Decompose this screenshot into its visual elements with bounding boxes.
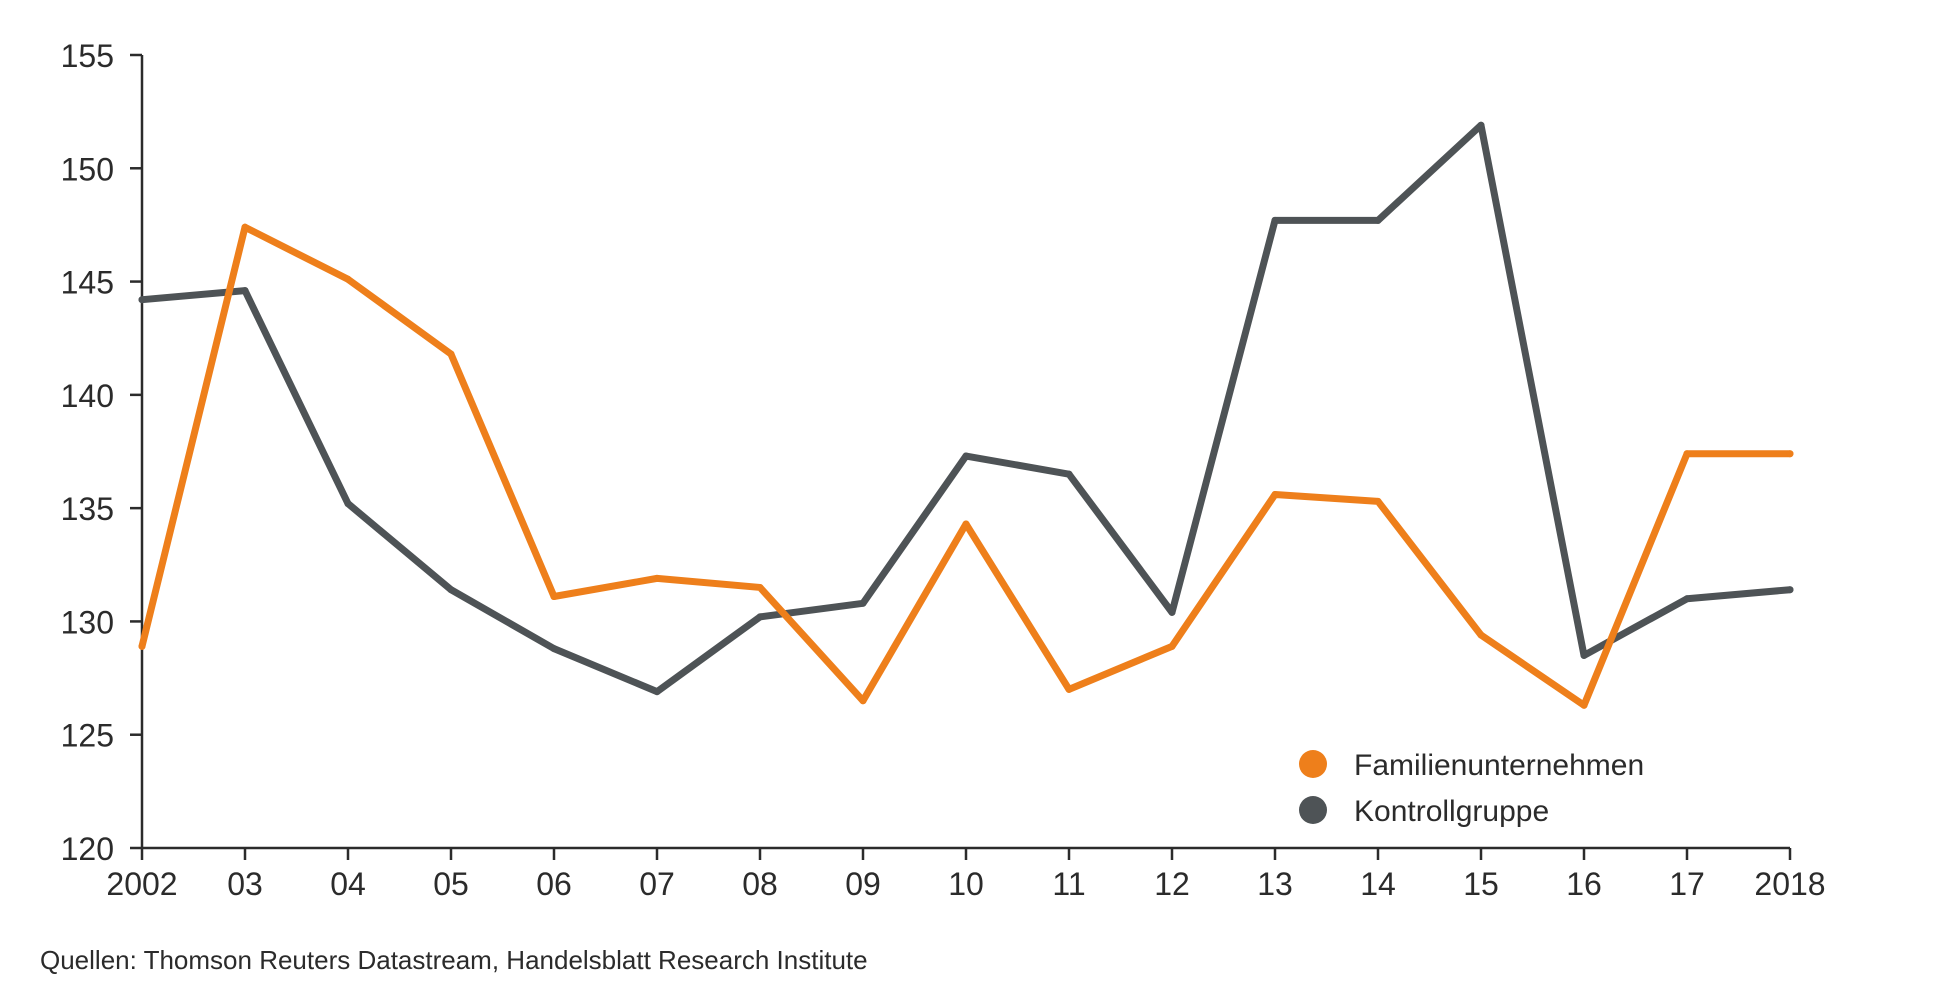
- y-tick-label: 125: [61, 718, 114, 754]
- x-tick-label: 15: [1463, 866, 1499, 902]
- x-tick-label: 04: [330, 866, 366, 902]
- x-tick-label: 17: [1669, 866, 1705, 902]
- data-point-familienunternehmen: [1168, 642, 1176, 650]
- data-point-kontrollgruppe: [1786, 586, 1794, 594]
- data-point-familienunternehmen: [1683, 450, 1691, 458]
- y-tick-label: 145: [61, 265, 114, 301]
- x-tick-label: 11: [1052, 866, 1085, 902]
- x-tick-label: 05: [433, 866, 469, 902]
- x-tick-label: 2018: [1754, 866, 1825, 902]
- data-point-kontrollgruppe: [756, 613, 764, 621]
- legend-label-kontrollgruppe: Kontrollgruppe: [1354, 795, 1549, 828]
- data-point-kontrollgruppe: [447, 586, 455, 594]
- series-line-kontrollgruppe: [138, 121, 1794, 696]
- source-note: Quellen: Thomson Reuters Datastream, Han…: [40, 945, 868, 975]
- axes: 120 125 130 135 140 145 150 155 2002 03 04 05 06 07 08…: [61, 38, 1826, 902]
- x-tick-label: 07: [639, 866, 675, 902]
- series-line-familienunternehmen: [138, 223, 1794, 709]
- y-tick-label: 135: [61, 491, 114, 527]
- data-point-kontrollgruppe: [138, 296, 146, 304]
- data-point-familienunternehmen: [1477, 631, 1485, 639]
- y-tick-label: 150: [61, 151, 114, 187]
- series-lines: [138, 121, 1794, 709]
- legend-label-familienunternehmen: Familienunternehmen: [1354, 749, 1644, 782]
- data-point-kontrollgruppe: [1374, 216, 1382, 224]
- y-tick-label: 140: [61, 378, 114, 414]
- data-point-familienunternehmen: [138, 642, 146, 650]
- x-tick-label: 09: [845, 866, 881, 902]
- x-tick-label: 03: [227, 866, 263, 902]
- data-point-familienunternehmen: [1271, 491, 1279, 499]
- data-point-familienunternehmen: [241, 223, 249, 231]
- x-tick-label: 14: [1360, 866, 1396, 902]
- y-tick-label: 130: [61, 604, 114, 640]
- legend-marker-kontrollgruppe: [1299, 796, 1327, 824]
- data-point-kontrollgruppe: [241, 287, 249, 295]
- data-point-kontrollgruppe: [859, 599, 867, 607]
- data-point-familienunternehmen: [859, 697, 867, 705]
- data-point-familienunternehmen: [550, 593, 558, 601]
- x-tick-label: 2002: [106, 866, 177, 902]
- data-point-kontrollgruppe: [1477, 121, 1485, 129]
- x-tick-label: 13: [1257, 866, 1293, 902]
- data-point-familienunternehmen: [1580, 701, 1588, 709]
- data-point-familienunternehmen: [344, 275, 352, 283]
- x-tick-label: 08: [742, 866, 778, 902]
- x-tick-label: 10: [948, 866, 984, 902]
- legend: Familienunternehmen Kontrollgruppe: [1299, 749, 1644, 828]
- data-point-familienunternehmen: [447, 350, 455, 358]
- y-tick-label: 120: [61, 831, 114, 867]
- data-point-kontrollgruppe: [1271, 216, 1279, 224]
- data-point-familienunternehmen: [756, 583, 764, 591]
- data-point-kontrollgruppe: [1168, 608, 1176, 616]
- data-point-kontrollgruppe: [962, 452, 970, 460]
- x-tick-label: 16: [1566, 866, 1602, 902]
- data-point-familienunternehmen: [1065, 685, 1073, 693]
- data-point-familienunternehmen: [1374, 497, 1382, 505]
- data-point-familienunternehmen: [1786, 450, 1794, 458]
- legend-marker-familienunternehmen: [1299, 750, 1327, 778]
- x-tick-label: 12: [1154, 866, 1190, 902]
- data-point-familienunternehmen: [962, 520, 970, 528]
- data-point-kontrollgruppe: [1683, 595, 1691, 603]
- data-point-kontrollgruppe: [344, 500, 352, 508]
- data-point-familienunternehmen: [653, 574, 661, 582]
- y-tick-label: 155: [61, 38, 114, 74]
- data-point-kontrollgruppe: [653, 688, 661, 696]
- data-point-kontrollgruppe: [550, 645, 558, 653]
- x-tick-label: 06: [536, 866, 572, 902]
- data-point-kontrollgruppe: [1065, 470, 1073, 478]
- data-point-kontrollgruppe: [1580, 651, 1588, 659]
